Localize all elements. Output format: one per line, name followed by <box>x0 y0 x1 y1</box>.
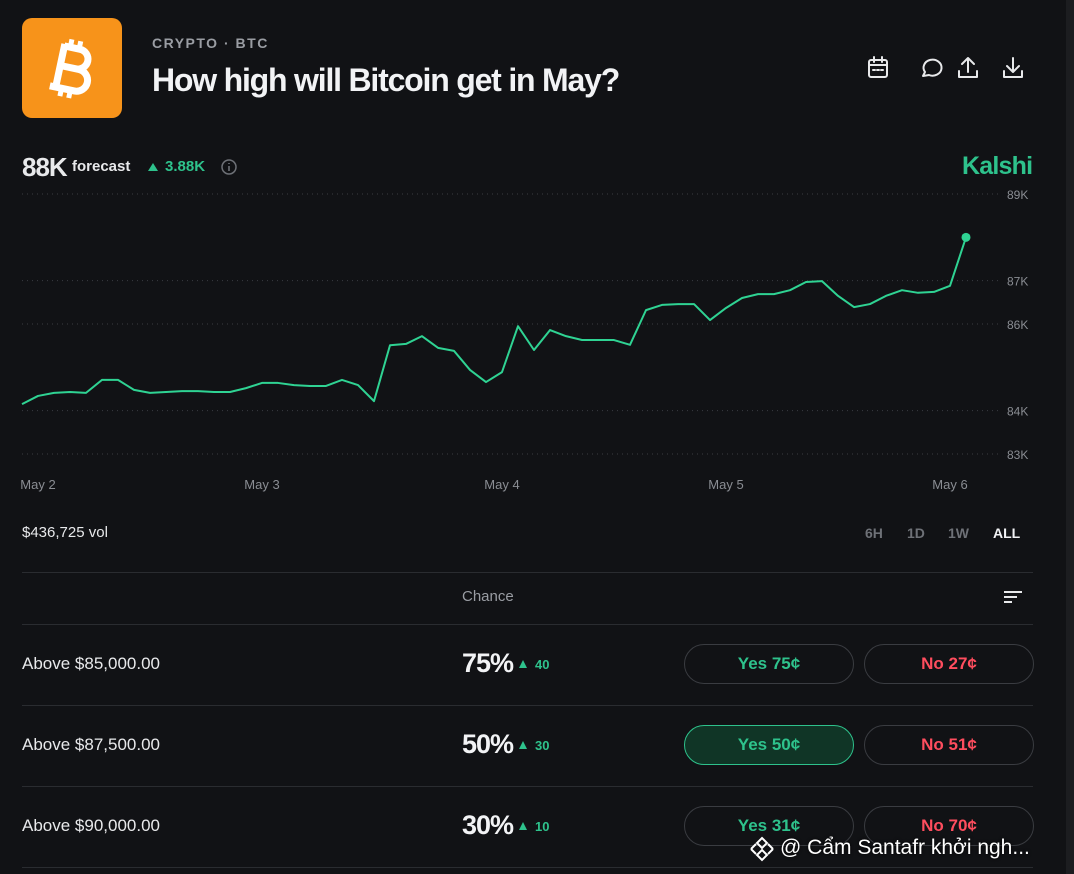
chance: 75% <box>462 648 514 678</box>
no-button[interactable]: No 70¢ <box>864 806 1034 846</box>
chance-change: 40 <box>535 657 550 672</box>
divider <box>22 572 1033 573</box>
y-tick-label: 87K <box>1007 275 1028 289</box>
row-label: Above $90,000.00 <box>22 816 161 835</box>
no-button[interactable]: No 27¢ <box>864 644 1034 684</box>
x-tick-label: May 3 <box>244 477 279 492</box>
last-point <box>961 232 971 242</box>
row-label: Above $87,500.00 <box>22 735 161 754</box>
yes-button[interactable]: Yes 75¢ <box>684 644 854 684</box>
y-tick-label: 89K <box>1007 188 1028 202</box>
forecast-value: 88K <box>22 152 68 182</box>
up-arrow <box>519 660 527 668</box>
watermark-icon <box>750 836 774 862</box>
x-tick-label: May 5 <box>708 477 743 492</box>
x-tick-label: May 2 <box>20 477 55 492</box>
sort-icon[interactable] <box>1002 589 1024 605</box>
up-arrow <box>148 163 158 171</box>
separator: · <box>223 35 231 51</box>
scrollbar[interactable] <box>1066 0 1074 874</box>
y-tick-label: 83K <box>1007 448 1028 462</box>
bitcoin-logo <box>22 18 122 118</box>
price-chart: 89K 87K 86K 84K 83K May 2 May 3 May 4 May 5 May 6 <box>20 188 1028 492</box>
table-divider <box>22 705 1033 706</box>
up-arrow <box>519 822 527 830</box>
range-button[interactable]: 6H <box>865 525 883 541</box>
range-button[interactable]: 1W <box>948 525 969 541</box>
table-divider <box>22 786 1033 787</box>
forecast-label: forecast <box>72 158 131 175</box>
x-tick-label: May 6 <box>932 477 967 492</box>
bitcoin-symbol <box>49 38 92 99</box>
download-icon[interactable] <box>1003 57 1023 78</box>
ticker: BTC <box>235 35 269 51</box>
range-button[interactable]: ALL <box>993 525 1021 541</box>
y-tick-label: 86K <box>1007 318 1028 332</box>
chance: 30% <box>462 810 514 840</box>
volume: $436,725 vol <box>22 524 108 541</box>
table-divider <box>22 867 1033 868</box>
table-divider <box>22 624 1033 625</box>
range-button[interactable]: 1D <box>907 525 925 541</box>
calendar-icon[interactable] <box>868 56 888 78</box>
watermark: @ Cẩm Santafr khởi ngh... <box>780 836 1030 859</box>
up-arrow <box>519 741 527 749</box>
title: How high will Bitcoin get in May? <box>152 62 620 98</box>
forecast-change: 3.88K <box>165 158 206 175</box>
chance-change: 30 <box>535 738 550 753</box>
price-line <box>21 237 967 406</box>
y-tick-label: 84K <box>1007 405 1028 419</box>
info-icon[interactable] <box>220 158 238 176</box>
chance-change: 10 <box>535 819 550 834</box>
chance: 50% <box>462 729 514 759</box>
category-text: CRYPTO <box>152 35 219 51</box>
share-icon[interactable] <box>958 57 978 78</box>
no-button[interactable]: No 51¢ <box>864 725 1034 765</box>
yes-button[interactable]: Yes 50¢ <box>684 725 854 765</box>
row-label: Above $85,000.00 <box>22 654 161 673</box>
toolbar-icons <box>868 56 1023 78</box>
comment-icon[interactable] <box>922 58 943 77</box>
brand: Kalshi <box>962 152 1033 180</box>
category: CRYPTO · BTC <box>152 35 269 51</box>
x-tick-label: May 4 <box>484 477 519 492</box>
table-header: Chance <box>462 588 514 605</box>
